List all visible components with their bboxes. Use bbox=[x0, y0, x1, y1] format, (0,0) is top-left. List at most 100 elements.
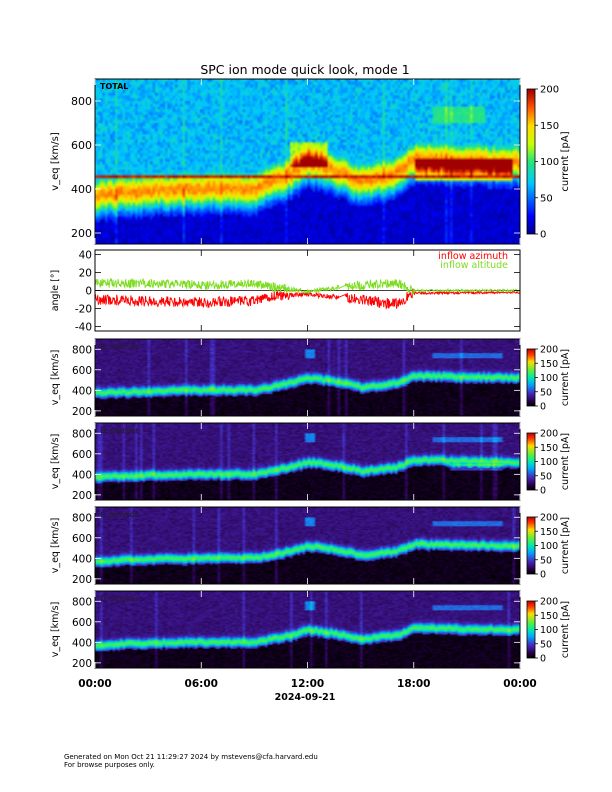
colorbar-tick-label-4-0: 0 bbox=[540, 486, 546, 497]
colorbar-gradient-6 bbox=[527, 601, 535, 658]
y-axis-label-5: v_eq [km/s] bbox=[50, 518, 61, 574]
x-tick-label-1: 06:00 bbox=[185, 678, 218, 690]
y-tick-label-6-2: 600 bbox=[72, 617, 92, 629]
colorbar-tick-label-1-3: 150 bbox=[540, 121, 559, 132]
colorbar-5: 0 50 100 150 200 current [pA] bbox=[526, 513, 571, 581]
x-tick-label-0: 00:00 bbox=[78, 678, 111, 690]
footer: Generated on Mon Oct 21 11:29:27 2024 by… bbox=[64, 753, 318, 769]
legend-azimuth: inflow azimuth bbox=[438, 251, 508, 262]
colorbar-gradient-5 bbox=[527, 517, 535, 574]
colorbar-tick-label-1-0: 0 bbox=[540, 230, 546, 241]
series-line-altitude bbox=[94, 277, 521, 295]
colorbar-gradient-1 bbox=[527, 89, 535, 234]
y-tick-label-2-2: 0 bbox=[85, 286, 92, 298]
footer-disclaimer: For browse purposes only. bbox=[64, 761, 155, 769]
colorbar-label-3: current [pA] bbox=[560, 349, 571, 406]
colorbar-tick-label-5-1: 50 bbox=[540, 555, 552, 566]
y-tick-label-6-1: 400 bbox=[72, 637, 92, 649]
colorbar-label-1: current [pA] bbox=[560, 131, 571, 191]
panel-label-5: C sensor bbox=[100, 510, 139, 519]
colorbar-tick-label-6-2: 100 bbox=[540, 625, 558, 636]
y-tick-label-2-3: 20 bbox=[79, 268, 92, 280]
time-axis: 00:00 06:00 12:00 18:00 00:00 bbox=[78, 79, 537, 690]
y-tick-label-1-0: 200 bbox=[71, 227, 92, 240]
colorbar-tick-label-1-1: 50 bbox=[540, 193, 553, 204]
heatmap-image-1 bbox=[95, 79, 520, 244]
colorbar-tick-label-1-2: 100 bbox=[540, 157, 559, 168]
heatmap-image-3 bbox=[95, 339, 520, 416]
y-tick-label-4-2: 600 bbox=[72, 449, 92, 461]
colorbar-tick-label-3-0: 0 bbox=[540, 402, 546, 413]
colorbar-tick-label-4-3: 150 bbox=[540, 443, 558, 454]
y-tick-label-5-3: 800 bbox=[72, 512, 92, 524]
colorbar-tick-label-5-0: 0 bbox=[540, 570, 546, 581]
colorbar-tick-label-5-4: 200 bbox=[540, 513, 558, 524]
colorbar-tick-label-3-4: 200 bbox=[540, 345, 558, 356]
colorbar-tick-label-5-2: 100 bbox=[540, 541, 558, 552]
heatmap-image-5 bbox=[95, 507, 520, 584]
colorbar-tick-label-6-3: 150 bbox=[540, 611, 558, 622]
y-tick-label-3-2: 600 bbox=[72, 365, 92, 377]
y-tick-label-5-2: 600 bbox=[72, 533, 92, 545]
y-tick-label-2-4: 40 bbox=[79, 250, 92, 262]
y-tick-label-1-1: 400 bbox=[71, 183, 92, 196]
panel-1: TOTAL 0 50 100 150 200 current [pA] 200 400 600 80… bbox=[50, 78, 571, 245]
y-axis-label-4: v_eq [km/s] bbox=[50, 434, 61, 490]
colorbar-4: 0 50 100 150 200 current [pA] bbox=[526, 429, 571, 497]
y-tick-label-4-0: 200 bbox=[72, 490, 92, 502]
colorbar-label-6: current [pA] bbox=[560, 601, 571, 658]
y-tick-label-3-3: 800 bbox=[72, 344, 92, 356]
colorbar-3: 0 50 100 150 200 current [pA] bbox=[526, 345, 571, 413]
colorbar-gradient-3 bbox=[527, 349, 535, 406]
y-axis-label-3: v_eq [km/s] bbox=[50, 350, 61, 406]
colorbar-tick-label-6-1: 50 bbox=[540, 639, 552, 650]
y-tick-label-2-1: -20 bbox=[75, 304, 92, 316]
colorbar-tick-label-3-2: 100 bbox=[540, 373, 558, 384]
x-tick-label-4: 00:00 bbox=[503, 678, 536, 690]
colorbar-tick-label-4-2: 100 bbox=[540, 457, 558, 468]
colorbar-tick-label-3-3: 150 bbox=[540, 359, 558, 370]
chart-title: SPC ion mode quick look, mode 1 bbox=[200, 62, 409, 77]
panel-label-6: D sensor bbox=[100, 594, 140, 603]
legend-altitude: inflow altitude bbox=[440, 260, 508, 271]
panel-label-4: B sensor bbox=[100, 426, 139, 435]
y-tick-label-5-1: 400 bbox=[72, 553, 92, 565]
colorbar-tick-label-3-1: 50 bbox=[540, 387, 552, 398]
colorbar-label-4: current [pA] bbox=[560, 433, 571, 490]
y-tick-label-3-1: 400 bbox=[72, 385, 92, 397]
colorbar-6: 0 50 100 150 200 current [pA] bbox=[526, 597, 571, 665]
colorbar-tick-label-6-4: 200 bbox=[540, 597, 558, 608]
colorbar-tick-label-5-3: 150 bbox=[540, 527, 558, 538]
y-axis-label-2: angle [°] bbox=[50, 270, 61, 312]
y-tick-label-5-0: 200 bbox=[72, 574, 92, 586]
y-tick-label-3-0: 200 bbox=[72, 406, 92, 418]
colorbar-gradient-4 bbox=[527, 433, 535, 490]
y-tick-label-6-0: 200 bbox=[72, 658, 92, 670]
footer-generated: Generated on Mon Oct 21 11:29:27 2024 by… bbox=[64, 753, 318, 761]
y-tick-label-2-0: -40 bbox=[75, 322, 92, 334]
y-tick-label-4-1: 400 bbox=[72, 469, 92, 481]
date-label: 2024-09-21 bbox=[275, 692, 336, 703]
x-tick-label-3: 18:00 bbox=[397, 678, 430, 690]
heatmap-image-6 bbox=[95, 591, 520, 668]
colorbar-tick-label-4-4: 200 bbox=[540, 429, 558, 440]
panel-label-1: TOTAL bbox=[100, 82, 128, 91]
colorbar-1: 0 50 100 150 200 current [pA] bbox=[526, 85, 571, 241]
x-tick-label-2: 12:00 bbox=[291, 678, 324, 690]
y-tick-label-6-3: 800 bbox=[72, 596, 92, 608]
colorbar-tick-label-4-1: 50 bbox=[540, 471, 552, 482]
y-tick-label-1-3: 800 bbox=[71, 95, 92, 108]
heatmap-image-4 bbox=[95, 423, 520, 500]
y-axis-label-1: v_eq [km/s] bbox=[50, 132, 61, 191]
colorbar-tick-label-1-4: 200 bbox=[540, 85, 559, 96]
y-tick-label-4-3: 800 bbox=[72, 428, 92, 440]
panel-label-3: A sensor bbox=[100, 342, 139, 351]
colorbar-label-5: current [pA] bbox=[560, 517, 571, 574]
